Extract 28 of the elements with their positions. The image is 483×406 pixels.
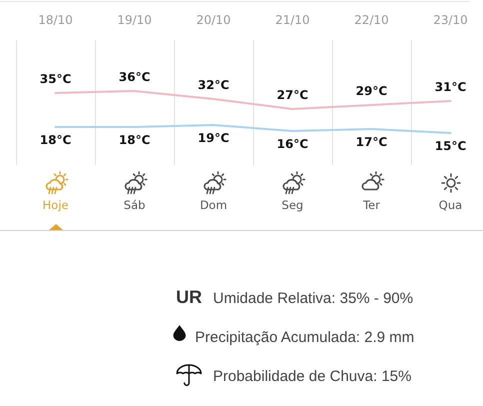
text: Precipitação Acumulada: 2.9 mm bbox=[195, 329, 414, 347]
x-tick-label: 21/10 bbox=[275, 13, 310, 27]
data-label: 18°C bbox=[40, 133, 72, 147]
text: Umidade Relativa: 35% - 90% bbox=[213, 290, 414, 308]
text: Probabilidade de Chuva: 15% bbox=[213, 368, 412, 386]
x-tick-label: 18/10 bbox=[38, 13, 73, 27]
text: Dom bbox=[198, 198, 228, 212]
text: UR bbox=[176, 287, 202, 307]
data-label: 15°C bbox=[434, 139, 466, 153]
data-label: 16°C bbox=[276, 137, 308, 151]
data-label: 35°C bbox=[40, 72, 72, 86]
text: Qua bbox=[438, 198, 464, 212]
text: Sáb bbox=[122, 198, 146, 212]
x-tick-label: 22/10 bbox=[354, 13, 389, 27]
data-label: 32°C bbox=[198, 78, 230, 92]
x-tick-label: 23/10 bbox=[433, 13, 468, 27]
data-label: 17°C bbox=[356, 135, 388, 149]
text: Ter bbox=[362, 198, 381, 212]
data-label: 36°C bbox=[118, 70, 150, 84]
data-label: 27°C bbox=[276, 88, 308, 102]
data-label: 31°C bbox=[434, 80, 466, 94]
text: Hoje bbox=[42, 198, 70, 212]
text: Seg bbox=[280, 198, 304, 212]
data-label: 19°C bbox=[198, 131, 230, 145]
data-label: 29°C bbox=[356, 84, 388, 98]
data-label: 18°C bbox=[118, 133, 150, 147]
x-tick-label: 20/10 bbox=[196, 13, 231, 27]
x-tick-label: 19/10 bbox=[117, 13, 152, 27]
